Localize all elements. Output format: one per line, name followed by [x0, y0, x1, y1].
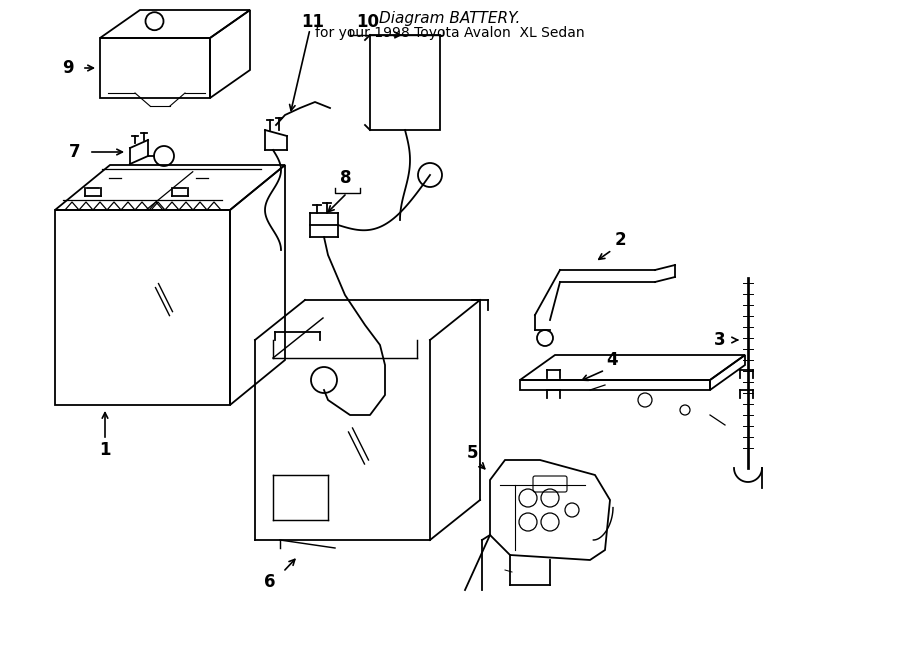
- Text: 8: 8: [340, 169, 352, 187]
- Text: 9: 9: [62, 59, 74, 77]
- Text: 6: 6: [265, 573, 275, 591]
- Text: 10: 10: [356, 13, 380, 31]
- Text: 5: 5: [466, 444, 478, 462]
- Text: 7: 7: [69, 143, 81, 161]
- Text: for your 1998 Toyota Avalon  XL Sedan: for your 1998 Toyota Avalon XL Sedan: [315, 26, 585, 40]
- Text: 1: 1: [99, 441, 111, 459]
- Text: Diagram BATTERY.: Diagram BATTERY.: [379, 11, 521, 26]
- Text: 4: 4: [607, 351, 617, 369]
- Text: 11: 11: [302, 13, 325, 31]
- Text: 3: 3: [715, 331, 725, 349]
- Text: 2: 2: [614, 231, 626, 249]
